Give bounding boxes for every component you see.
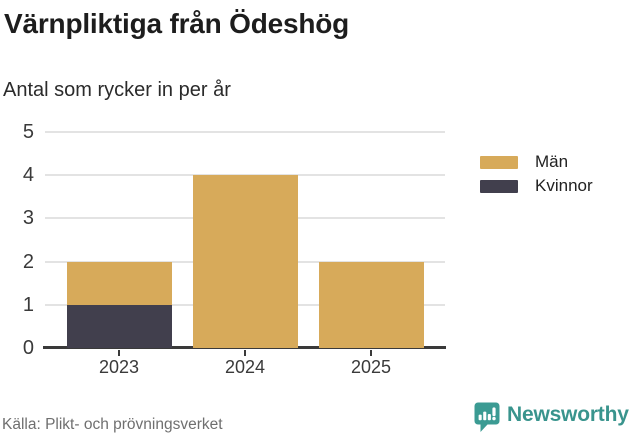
y-tick-label: 1 <box>22 293 34 316</box>
bar-segment <box>318 261 424 348</box>
legend-label-women: Kvinnor <box>535 176 593 195</box>
y-tick-label: 5 <box>22 121 34 143</box>
legend: Män Kvinnor <box>480 150 593 198</box>
newsworthy-wordmark: Newsworthy <box>507 403 629 426</box>
x-tick-label: 2023 <box>98 357 140 377</box>
newsworthy-logo[interactable]: Newsworthy <box>474 402 629 433</box>
legend-label-men: Män <box>535 152 569 171</box>
y-tick-label: 4 <box>22 164 34 187</box>
x-axis-tick <box>244 350 246 356</box>
y-tick-label: 2 <box>22 250 34 273</box>
y-tick-label: 0 <box>22 337 34 359</box>
bar-segment <box>66 304 172 348</box>
y-tick-label: 3 <box>22 207 34 230</box>
x-axis-tick <box>370 350 372 356</box>
gridline <box>45 131 445 133</box>
chart-title: Värnpliktiga från Ödeshög <box>4 8 350 39</box>
x-tick-label: 2025 <box>350 357 392 377</box>
source-attribution: Källa: Plikt- och prövningsverket <box>2 416 223 433</box>
x-axis-tick <box>118 350 120 356</box>
legend-item-men: Män <box>480 150 593 174</box>
newsworthy-speech-bubble-chart-icon <box>474 402 500 432</box>
men-color-swatch <box>480 155 518 169</box>
legend-item-women: Kvinnor <box>480 174 593 198</box>
chart-subtitle: Antal som rycker in per år <box>3 79 231 101</box>
bar-segment <box>192 175 298 348</box>
women-color-swatch <box>480 179 518 193</box>
x-tick-label: 2024 <box>224 357 266 377</box>
bar-segment <box>66 261 172 305</box>
